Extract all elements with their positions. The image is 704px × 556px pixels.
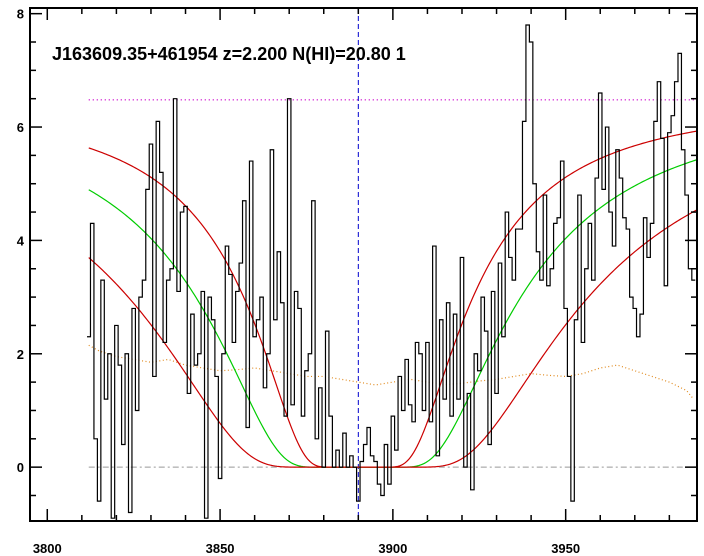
axis-tick-labels: 3800 3850 3900 3950 0 2 4 6 8 bbox=[17, 7, 580, 556]
flux-spectrum bbox=[87, 24, 696, 519]
y-tick-label: 2 bbox=[17, 347, 24, 362]
axis-ticks bbox=[30, 8, 697, 521]
x-tick-label: 3900 bbox=[378, 541, 407, 556]
chart-title: J163609.35+461954 z=2.200 N(HI)=20.80 1 bbox=[52, 44, 406, 64]
y-tick-label: 0 bbox=[17, 460, 24, 475]
y-tick-label: 6 bbox=[17, 120, 24, 135]
x-tick-label: 3950 bbox=[551, 541, 580, 556]
y-tick-label: 4 bbox=[17, 233, 25, 248]
plot-curves bbox=[87, 8, 697, 521]
fit-model-curve bbox=[88, 159, 697, 468]
plot-frame bbox=[29, 7, 698, 522]
y-tick-label: 8 bbox=[17, 7, 24, 22]
x-tick-label: 3850 bbox=[206, 541, 235, 556]
x-tick-label: 3800 bbox=[33, 541, 62, 556]
error-spectrum bbox=[88, 344, 695, 400]
